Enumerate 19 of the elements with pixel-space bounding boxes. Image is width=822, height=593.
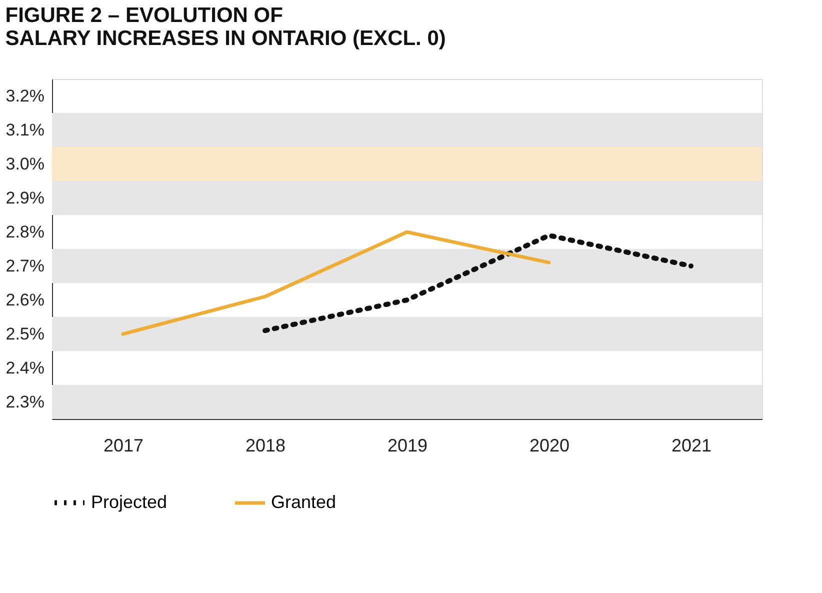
y-tick-label: 2.9% [6, 188, 44, 208]
y-tick-label: 2.5% [6, 324, 44, 344]
y-tick-label: 2.7% [6, 256, 44, 276]
x-tick-label: 2021 [671, 436, 712, 456]
y-tick-label: 2.8% [6, 222, 44, 242]
y-tick-label: 3.0% [6, 154, 44, 174]
x-tick-label: 2018 [245, 436, 286, 456]
x-tick-label: 2020 [529, 436, 570, 456]
y-tick-label: 3.2% [6, 86, 44, 106]
y-tick-label: 2.3% [6, 392, 44, 412]
y-tick-label: 3.1% [6, 120, 44, 140]
x-tick-label: 2017 [103, 436, 144, 456]
y-tick-label: 2.6% [6, 290, 44, 310]
legend-label: Projected [91, 492, 168, 512]
chart-title: FIGURE 2 – EVOLUTION OF SALARY INCREASES IN ONTARIO (EXCL. 0) [5, 4, 446, 50]
legend-label: Granted [271, 492, 336, 512]
y-tick-label: 2.4% [6, 358, 44, 378]
line-series [121, 230, 551, 336]
x-tick-label: 2019 [387, 436, 428, 456]
